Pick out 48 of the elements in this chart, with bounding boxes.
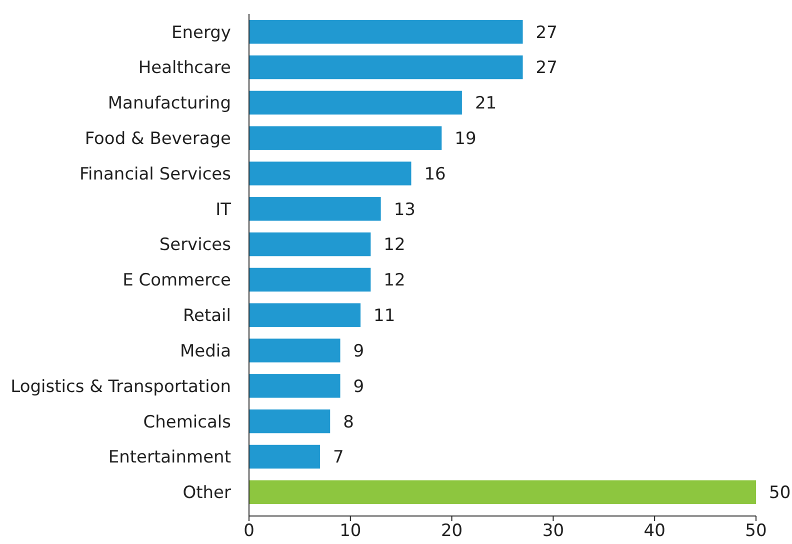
y-tick-label: Chemicals <box>143 412 232 432</box>
bar <box>249 303 361 327</box>
y-tick-label: Retail <box>182 306 231 326</box>
bar <box>249 268 371 292</box>
y-tick-label: Financial Services <box>79 164 232 184</box>
bar <box>249 162 412 186</box>
y-tick-label: Media <box>180 341 231 362</box>
y-tick-label: Healthcare <box>138 58 231 78</box>
y-tick-label: E Commerce <box>122 270 231 291</box>
x-tick-label: 50 <box>745 521 767 541</box>
x-tick-label: 40 <box>644 521 666 541</box>
x-tick-label: 10 <box>340 521 362 541</box>
data-label: 12 <box>384 235 406 256</box>
data-label: 21 <box>474 94 497 114</box>
data-label: 13 <box>394 200 416 220</box>
data-label: 16 <box>424 164 446 184</box>
data-label: 9 <box>353 341 364 362</box>
y-tick-label: IT <box>216 200 232 220</box>
bar <box>249 232 371 256</box>
bar <box>249 197 381 221</box>
bar <box>249 374 340 398</box>
data-label: 27 <box>536 58 558 78</box>
data-label: 7 <box>332 448 344 468</box>
bar <box>249 90 462 115</box>
data-label: 19 <box>454 129 476 150</box>
bar <box>249 126 442 150</box>
y-tick-label: Energy <box>171 22 231 43</box>
data-label: 50 <box>769 483 791 504</box>
y-tick-label: Manufacturing <box>108 94 231 114</box>
x-tick-label: 20 <box>440 521 463 541</box>
bar <box>249 55 523 80</box>
y-tick-label: Other <box>182 483 231 504</box>
data-label: 9 <box>353 376 364 397</box>
data-label: 8 <box>343 412 354 432</box>
data-label: 11 <box>374 306 396 326</box>
y-tick-label: Services <box>159 235 232 256</box>
y-tick-label: Entertainment <box>108 448 232 468</box>
y-tick-label: Logistics & Transportation <box>10 376 231 397</box>
x-tick-label: 0 <box>244 521 254 541</box>
data-label: 27 <box>536 22 558 43</box>
bar <box>249 480 756 504</box>
data-label: 12 <box>384 270 406 291</box>
bar <box>249 20 523 44</box>
bar <box>249 338 340 362</box>
bar <box>249 409 330 434</box>
x-tick-label: 30 <box>542 521 564 541</box>
bar <box>249 444 320 469</box>
y-tick-label: Food & Beverage <box>84 129 231 150</box>
